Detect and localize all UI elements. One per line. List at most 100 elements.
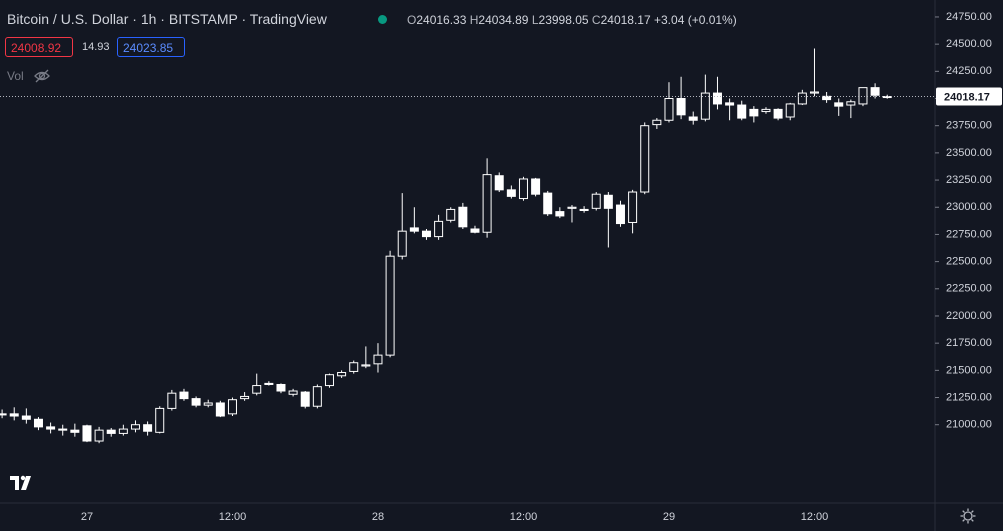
candle-body bbox=[664, 98, 674, 121]
candle-body bbox=[21, 415, 31, 420]
y-tick-label: 24750.00 bbox=[946, 11, 992, 23]
candle-body bbox=[361, 364, 371, 367]
candle-body bbox=[603, 194, 613, 209]
last-price-label: 24018.17 bbox=[944, 91, 990, 103]
interval: 1h bbox=[140, 11, 157, 27]
candle-body bbox=[167, 392, 177, 409]
x-tick-label: 12:00 bbox=[510, 511, 538, 523]
y-tick-label: 21250.00 bbox=[946, 391, 992, 403]
candle-body bbox=[518, 178, 528, 200]
candle-body bbox=[70, 429, 80, 433]
tv-logo[interactable] bbox=[9, 474, 35, 492]
candle-body bbox=[118, 428, 128, 434]
candle-body bbox=[531, 178, 541, 195]
candle-body bbox=[409, 227, 419, 232]
candle-body bbox=[761, 108, 771, 113]
candle-body bbox=[555, 211, 565, 217]
candle-body bbox=[373, 354, 383, 365]
candle-body bbox=[0, 413, 7, 416]
y-tick-label: 21000.00 bbox=[946, 419, 992, 431]
candle-body bbox=[130, 424, 140, 430]
candle-body bbox=[834, 102, 844, 107]
y-tick-label: 24250.00 bbox=[946, 65, 992, 77]
candle-body bbox=[434, 220, 444, 238]
candle-body bbox=[700, 92, 710, 120]
candle-body bbox=[143, 424, 153, 432]
ask-box[interactable]: 24023.85 bbox=[117, 37, 185, 57]
change: +3.04 (+0.01%) bbox=[654, 13, 737, 27]
candle-body bbox=[179, 391, 189, 400]
candle-body bbox=[46, 426, 56, 430]
candle-body bbox=[106, 429, 116, 434]
x-tick-label: 12:00 bbox=[219, 511, 247, 523]
candle-body bbox=[797, 92, 807, 105]
h-label: H bbox=[469, 13, 479, 27]
candle-body bbox=[482, 174, 492, 233]
candle-body bbox=[567, 206, 577, 209]
candle-body bbox=[288, 390, 298, 395]
y-tick-label: 21500.00 bbox=[946, 364, 992, 376]
o-value: 24016.33 bbox=[416, 13, 467, 27]
candle-body bbox=[712, 92, 722, 105]
settings-icon[interactable] bbox=[960, 508, 976, 524]
candle-body bbox=[421, 230, 431, 238]
h-value: 24034.89 bbox=[478, 13, 529, 27]
status-dot bbox=[378, 15, 387, 24]
candle-body bbox=[809, 91, 819, 94]
candle-body bbox=[458, 206, 468, 228]
candle-body bbox=[203, 402, 213, 406]
y-tick-label: 23250.00 bbox=[946, 174, 992, 186]
candle-body bbox=[470, 228, 480, 233]
candle-body bbox=[82, 425, 92, 442]
candle-body bbox=[215, 402, 225, 417]
candle-body bbox=[337, 372, 347, 377]
x-tick-label: 29 bbox=[663, 511, 675, 523]
y-tick-label: 21750.00 bbox=[946, 337, 992, 349]
symbol[interactable]: Bitcoin / U.S. Dollar bbox=[7, 11, 129, 27]
candle-body bbox=[640, 125, 650, 193]
candle-body bbox=[628, 191, 638, 223]
sep: · bbox=[128, 11, 141, 27]
candle-body bbox=[725, 102, 735, 106]
candle-body bbox=[579, 208, 589, 212]
o-label: O bbox=[407, 13, 417, 27]
candle-body bbox=[846, 101, 856, 106]
c-value: 24018.17 bbox=[600, 13, 651, 27]
candle-body bbox=[882, 96, 892, 99]
candle-body bbox=[737, 104, 747, 119]
candle-body bbox=[591, 193, 601, 209]
hide-icon[interactable] bbox=[33, 68, 51, 84]
candle-body bbox=[191, 398, 201, 406]
candle-body bbox=[227, 399, 237, 415]
candle-body bbox=[773, 108, 783, 119]
x-tick-label: 28 bbox=[372, 511, 384, 523]
x-tick-label: 27 bbox=[81, 511, 93, 523]
candle-body bbox=[494, 175, 504, 191]
x-tick-label: 12:00 bbox=[801, 511, 829, 523]
volume-label[interactable]: Vol bbox=[7, 69, 24, 83]
candle-body bbox=[312, 386, 322, 407]
y-tick-label: 22750.00 bbox=[946, 228, 992, 240]
candle-body bbox=[155, 407, 165, 433]
l-value: 23998.05 bbox=[538, 13, 589, 27]
y-tick-label: 22250.00 bbox=[946, 283, 992, 295]
candle-body bbox=[676, 98, 686, 116]
y-tick-label: 23750.00 bbox=[946, 120, 992, 132]
bid-box[interactable]: 24008.92 bbox=[5, 37, 73, 57]
sep: · bbox=[237, 11, 250, 27]
l-label: L bbox=[531, 13, 539, 27]
candle-body bbox=[822, 95, 832, 101]
candle-body bbox=[349, 362, 359, 372]
candle-body bbox=[58, 428, 68, 431]
y-tick-label: 22000.00 bbox=[946, 310, 992, 322]
y-tick-label: 23000.00 bbox=[946, 201, 992, 213]
candle-body bbox=[300, 391, 310, 407]
candle-body bbox=[870, 87, 880, 96]
candle-body bbox=[385, 255, 395, 356]
y-tick-label: 23500.00 bbox=[946, 147, 992, 159]
spread: 14.93 bbox=[82, 41, 110, 53]
candle-body bbox=[506, 189, 516, 197]
candle-body bbox=[33, 418, 43, 428]
